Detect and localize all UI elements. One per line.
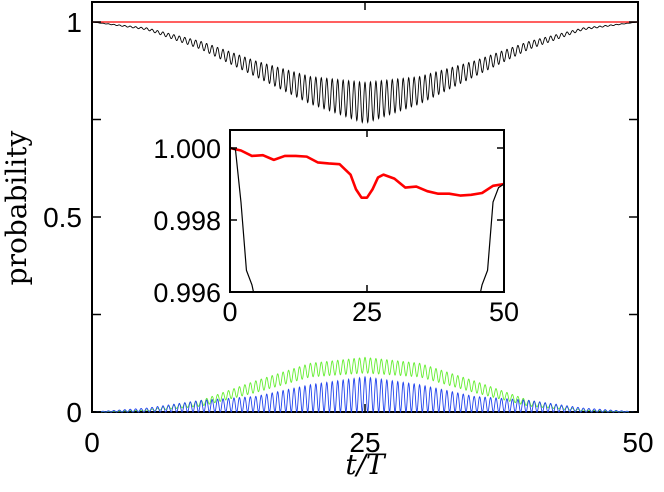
main-ticks: 0 25 50 0 0.5 1 xyxy=(43,2,654,458)
inset-series-group xyxy=(230,146,504,292)
inset-y-tick-label: 1.000 xyxy=(153,134,221,164)
series-black-line xyxy=(91,21,639,124)
x-tick-label: 0 xyxy=(84,427,100,458)
inset-y-tick-label: 0.998 xyxy=(153,206,221,236)
x-tick-label: 25 xyxy=(349,427,380,458)
inset-ticks: 0 25 50 0.996 0.998 1.000 xyxy=(153,130,519,327)
inset-series-red-line xyxy=(230,146,504,199)
series-blue-line xyxy=(91,375,639,414)
x-tick-label: 50 xyxy=(622,427,653,458)
inset-x-tick-label: 50 xyxy=(489,297,519,327)
series-green-line xyxy=(91,356,639,413)
main-plot: 0 25 50 0 0.5 1 t/T probability xyxy=(0,1,654,481)
inset-x-tick-label: 0 xyxy=(222,297,237,327)
inset-series-black-right xyxy=(479,183,504,292)
inset-plot: 0 25 50 0.996 0.998 1.000 xyxy=(153,129,519,327)
y-axis-label: probability xyxy=(0,131,33,286)
inset-clipped-series xyxy=(230,146,504,292)
y-tick-label: 1 xyxy=(66,7,82,38)
y-tick-label: 0 xyxy=(66,397,82,428)
main-series-group xyxy=(91,21,639,414)
inset-series-black-left xyxy=(230,147,255,292)
x-axis-label: t/T xyxy=(345,448,387,481)
y-tick-label: 0.5 xyxy=(43,202,82,233)
inset-plot-bg xyxy=(230,130,504,292)
inset-y-tick-label: 0.996 xyxy=(153,278,221,308)
inset-x-tick-label: 25 xyxy=(352,297,382,327)
